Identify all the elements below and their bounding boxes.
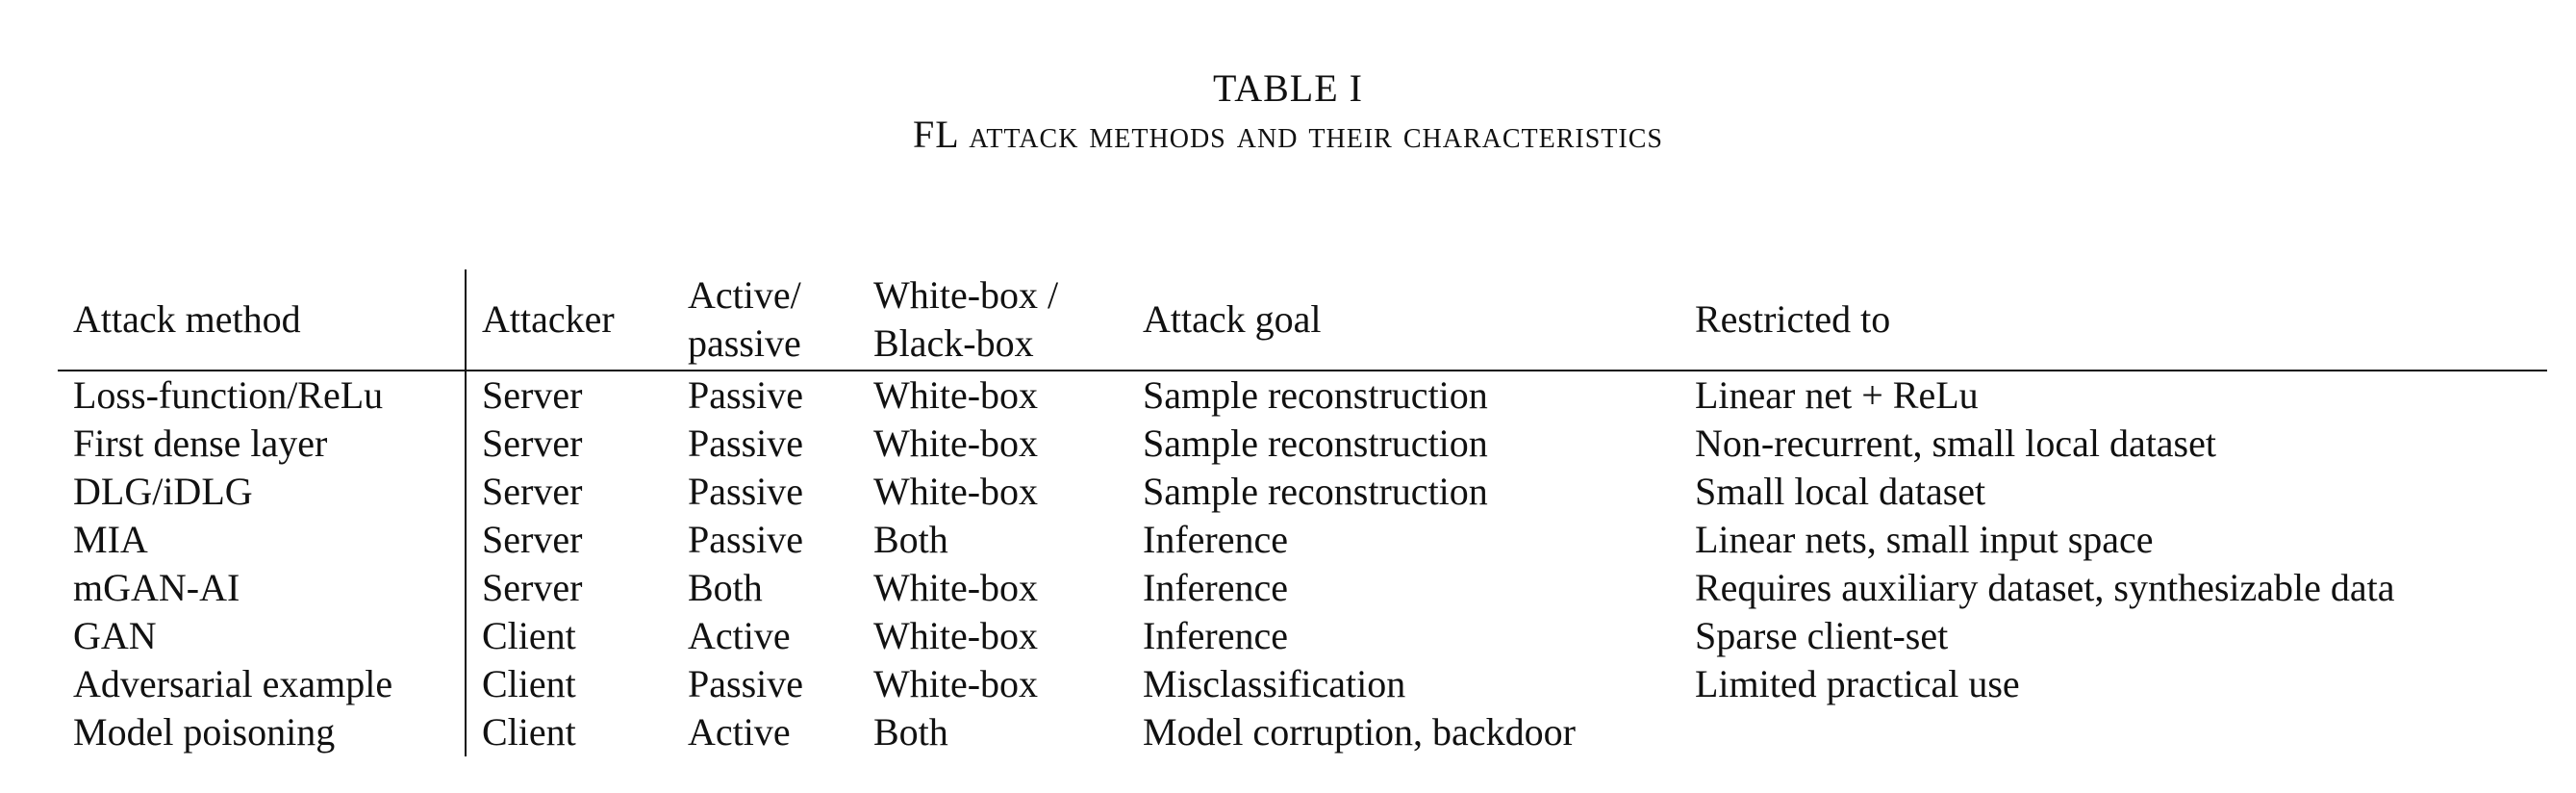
- table-row: Adversarial example Client Passive White…: [58, 660, 2547, 708]
- cell-attacker: Client: [482, 614, 576, 657]
- cell-active-passive: Passive: [688, 470, 803, 513]
- cell-active-passive: Both: [688, 566, 763, 609]
- cell-attack-method: Model poisoning: [58, 708, 467, 756]
- table-label: TABLE I: [1213, 66, 1363, 110]
- cell-box-type: White-box: [873, 614, 1039, 657]
- header-attack-method: Attack method: [58, 269, 467, 371]
- table-row: First dense layer Server Passive White-b…: [58, 420, 2547, 468]
- cell-attacker: Server: [482, 566, 583, 609]
- cell-attack-method: Adversarial example: [58, 660, 467, 708]
- header-box-type: White-box / Black-box: [858, 269, 1127, 371]
- table-row: mGAN-AI Server Both White-box Inference …: [58, 564, 2547, 612]
- header-restricted-to: Restricted to: [1679, 269, 2547, 371]
- cell-attack-method: mGAN-AI: [58, 564, 467, 612]
- cell-attack-goal: Sample reconstruction: [1143, 422, 1488, 465]
- cell-active-passive: Active: [688, 614, 791, 657]
- cell-active-passive: Passive: [688, 518, 803, 561]
- attack-methods-table: Attack method Attacker Active/ passive W…: [58, 269, 2547, 756]
- cell-active-passive: Passive: [688, 422, 803, 465]
- cell-attack-goal: Model corruption, backdoor: [1143, 710, 1576, 754]
- cell-attack-goal: Sample reconstruction: [1143, 373, 1488, 417]
- header-active-passive: Active/ passive: [672, 269, 858, 371]
- header-row: Attack method Attacker Active/ passive W…: [58, 269, 2547, 371]
- cell-attack-method: DLG/iDLG: [58, 468, 467, 516]
- header-attack-goal: Attack goal: [1127, 269, 1679, 371]
- table-title: FL attack methods and their characterist…: [913, 113, 1663, 156]
- cell-restricted-to: Sparse client-set: [1695, 614, 1949, 657]
- table-row: GAN Client Active White-box Inference Sp…: [58, 612, 2547, 660]
- cell-attack-goal: Misclassification: [1143, 662, 1406, 705]
- table-row: MIA Server Passive Both Inference Linear…: [58, 516, 2547, 564]
- cell-attack-goal: Inference: [1143, 614, 1288, 657]
- table-row: Model poisoning Client Active Both Model…: [58, 708, 2547, 756]
- cell-attacker: Server: [482, 422, 583, 465]
- cell-restricted-to: Requires auxiliary dataset, synthesizabl…: [1695, 566, 2395, 609]
- cell-attack-method: First dense layer: [58, 420, 467, 468]
- cell-attacker: Client: [482, 662, 576, 705]
- cell-restricted-to: Non-recurrent, small local dataset: [1695, 422, 2216, 465]
- cell-box-type: White-box: [873, 662, 1039, 705]
- cell-attacker: Server: [482, 470, 583, 513]
- cell-attack-goal: Inference: [1143, 566, 1288, 609]
- cell-attack-method: GAN: [58, 612, 467, 660]
- table-row: DLG/iDLG Server Passive White-box Sample…: [58, 468, 2547, 516]
- header-attacker: Attacker: [466, 269, 672, 371]
- cell-restricted-to: Limited practical use: [1695, 662, 2020, 705]
- cell-attacker: Server: [482, 518, 583, 561]
- cell-active-passive: Passive: [688, 373, 803, 417]
- table-row: Loss-function/ReLu Server Passive White-…: [58, 371, 2547, 420]
- header-box-type-line2: Black-box: [873, 321, 1034, 365]
- cell-box-type: White-box: [873, 422, 1039, 465]
- cell-restricted-to: Linear nets, small input space: [1695, 518, 2154, 561]
- cell-restricted-to: Small local dataset: [1695, 470, 1986, 513]
- cell-box-type: Both: [873, 518, 948, 561]
- header-active-passive-line1: Active/: [688, 273, 801, 317]
- cell-active-passive: Active: [688, 710, 791, 754]
- cell-box-type: White-box: [873, 373, 1039, 417]
- cell-box-type: Both: [873, 710, 948, 754]
- cell-box-type: White-box: [873, 566, 1039, 609]
- cell-active-passive: Passive: [688, 662, 803, 705]
- cell-attacker: Client: [482, 710, 576, 754]
- cell-attack-goal: Sample reconstruction: [1143, 470, 1488, 513]
- cell-attacker: Server: [482, 373, 583, 417]
- cell-restricted-to: Linear net + ReLu: [1695, 373, 1979, 417]
- cell-box-type: White-box: [873, 470, 1039, 513]
- cell-attack-goal: Inference: [1143, 518, 1288, 561]
- cell-attack-method: MIA: [58, 516, 467, 564]
- header-active-passive-line2: passive: [688, 321, 801, 365]
- cell-restricted-to: [1679, 708, 2547, 756]
- cell-attack-method: Loss-function/ReLu: [58, 371, 467, 420]
- header-box-type-line1: White-box /: [873, 273, 1059, 317]
